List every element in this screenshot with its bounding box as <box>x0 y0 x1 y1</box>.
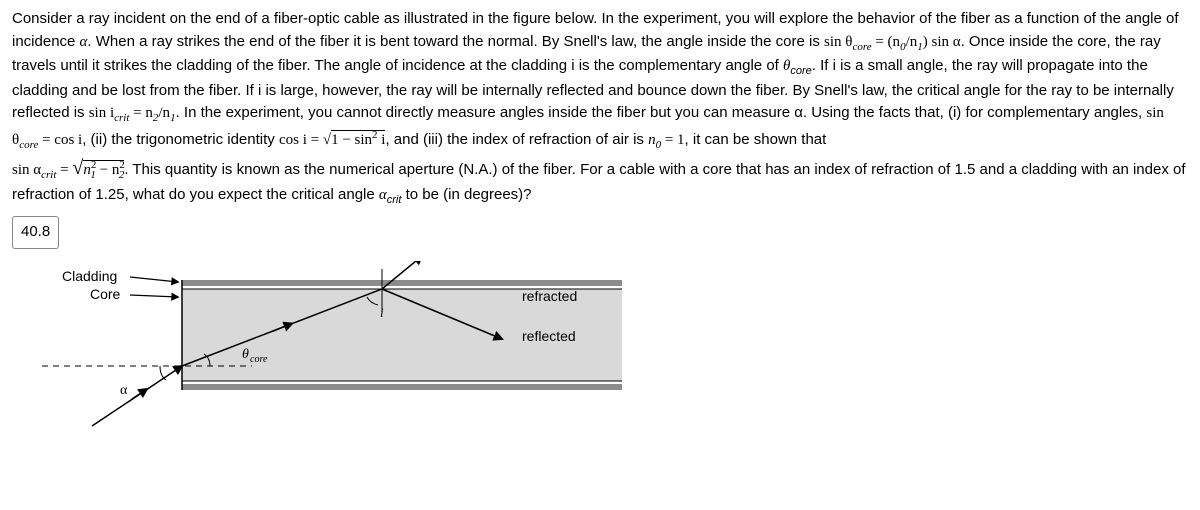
text-p1k: , what do you expect the critical angle <box>125 186 379 203</box>
eq1: sin θcore = (n0/n1) sin α <box>824 34 961 50</box>
eq5: n0 = 1 <box>648 132 684 148</box>
svg-text:i: i <box>380 305 384 320</box>
eq6: sin αcrit = √n21 − n22 <box>12 162 124 178</box>
eq2-lhs: sin i <box>89 105 114 121</box>
eq1-rhs: ) sin α <box>923 34 961 50</box>
text-p1h: , it can be shown that <box>685 131 827 148</box>
problem-text: Consider a ray incident on the end of a … <box>12 8 1188 208</box>
svg-text:α: α <box>120 383 128 398</box>
text-p1f: , (ii) the trigonometric identity <box>82 131 279 148</box>
eq4-radicand: 1 − sin2 i <box>331 130 385 148</box>
answer-input[interactable]: 40.8 <box>12 216 59 249</box>
eq1-mid: = (n <box>872 34 900 50</box>
text-p1e: . In the experiment, you cannot directly… <box>176 104 1147 121</box>
text-p1g: , and (iii) the index of refraction of a… <box>385 131 648 148</box>
svg-text:refracted: refracted <box>522 288 577 304</box>
eq5-n0: n <box>648 132 656 148</box>
n-clad: 1.25 <box>95 186 124 203</box>
svg-text:reflected: reflected <box>522 328 576 344</box>
eq2-slash: /n <box>158 105 170 121</box>
eq6-mid: = <box>56 162 72 178</box>
svg-text:core: core <box>250 354 268 365</box>
eq3-rhs: = cos i <box>38 132 82 148</box>
eq6-minus: − n <box>96 162 119 178</box>
eq3-sub: core <box>19 139 38 151</box>
eq6-sub: crit <box>41 169 56 181</box>
svg-text:θ: θ <box>242 347 249 362</box>
eq1-slash: /n <box>906 34 918 50</box>
thetacore-sub: core <box>790 65 811 77</box>
eq4: cos i = √1 − sin2 i <box>279 130 386 148</box>
fiber-svg: Cladding Core θcore i α refracted reflected <box>42 261 622 431</box>
eq2-sub: crit <box>114 112 129 124</box>
eq1-sub: core <box>852 41 871 53</box>
eq1-lhs: sin θ <box>824 34 852 50</box>
alphacrit-sub: crit <box>387 194 402 206</box>
alphacrit: α <box>379 187 387 203</box>
eq2-mid: = n <box>129 105 152 121</box>
eq4-lhs: cos i = <box>279 132 323 148</box>
svg-text:Core: Core <box>90 286 121 302</box>
text-p1l: to be (in degrees)? <box>401 186 531 203</box>
eq4-root: 1 − sin <box>331 132 372 148</box>
n-core: 1.5 <box>954 161 975 178</box>
eq5-rhs: = 1 <box>661 132 684 148</box>
eq2: sin icrit = n2/n1 <box>89 105 176 121</box>
fiber-figure: Cladding Core θcore i α refracted reflected <box>42 261 1188 439</box>
text-p1b: . When a ray strikes the end of the fibe… <box>87 33 824 50</box>
sqrt-eq6: √ <box>72 157 83 179</box>
text-p1i: . This quantity is known as the numerica… <box>124 161 954 178</box>
eq6-radicand: n21 − n22 <box>83 160 124 178</box>
svg-text:Cladding: Cladding <box>62 268 117 284</box>
eq6-lhs: sin α <box>12 162 41 178</box>
sqrt-eq4: √ <box>323 132 331 148</box>
